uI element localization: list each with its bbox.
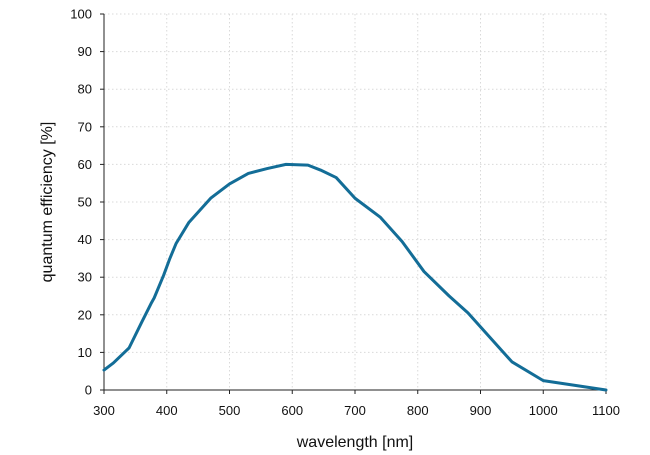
y-tick-label: 10 [78, 345, 92, 360]
x-tick-label: 700 [344, 403, 366, 418]
ticks: 300 400 500 600 700 800 900 1000 1100 0 10 20 30 40 50… [70, 7, 620, 419]
y-tick-label: 60 [78, 157, 92, 172]
y-tick-label: 50 [78, 195, 92, 210]
x-tick-label: 600 [281, 403, 303, 418]
x-tick-label: 1100 [592, 403, 620, 418]
series [102, 162, 608, 392]
y-tick-label: 90 [78, 44, 92, 59]
x-tick-label: 400 [156, 403, 178, 418]
y-tick-label: 80 [78, 82, 92, 97]
y-tick-label: 100 [70, 7, 92, 22]
series-line [102, 162, 608, 392]
x-tick-label: 1000 [529, 403, 558, 418]
x-tick-label: 300 [93, 403, 115, 418]
y-tick-label: 20 [78, 307, 92, 322]
x-tick-label: 500 [219, 403, 241, 418]
x-tick-label: 800 [407, 403, 429, 418]
y-tick-label: 70 [78, 119, 92, 134]
y-tick-label: 0 [85, 383, 92, 398]
y-tick-label: 30 [78, 270, 92, 285]
y-axis-title: quantum efficiency [%] [39, 122, 56, 283]
grid [104, 13, 607, 390]
x-axis-title: wavelength [nm] [296, 434, 414, 451]
y-tick-label: 40 [78, 232, 92, 247]
x-tick-label: 900 [470, 403, 492, 418]
